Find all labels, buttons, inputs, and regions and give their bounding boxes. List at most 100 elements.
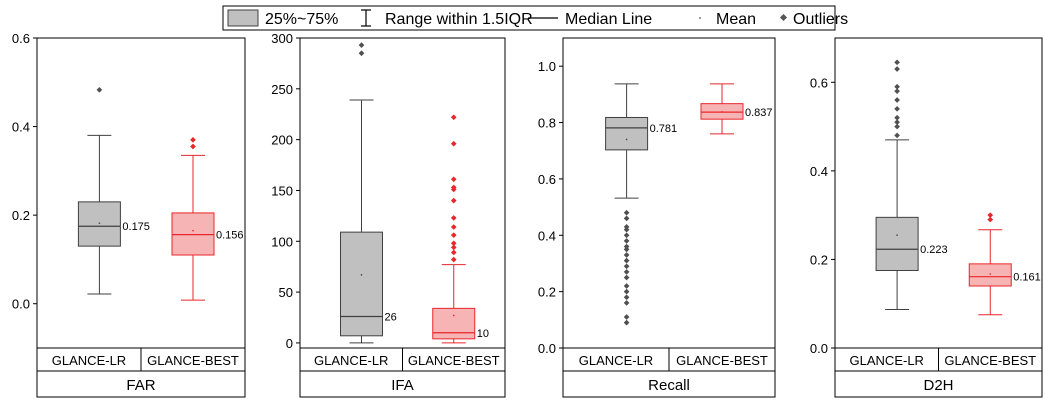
iqr-box — [875, 216, 919, 272]
mean-point — [360, 274, 363, 276]
y-tick-label: 0.6 — [538, 172, 556, 187]
y-tick-label: 150 — [271, 183, 293, 198]
mean-point — [989, 273, 992, 275]
y-tick-label: 200 — [271, 133, 293, 148]
y-tick-label: 0.6 — [810, 75, 828, 90]
mean-point — [896, 234, 898, 236]
legend-range-label: Range within 1.5IQR — [385, 11, 533, 28]
outlier-point — [623, 294, 630, 301]
outlier-point — [450, 232, 457, 239]
iqr-box — [340, 231, 383, 337]
y-tick-label: 0.6 — [12, 31, 30, 46]
legend-outlier-swatch — [779, 13, 788, 22]
metric-label: FAR — [126, 377, 155, 394]
box-glance-lr: 0.781 — [605, 83, 678, 326]
y-tick-label: 0.0 — [810, 341, 828, 356]
y-tick-label: 0.0 — [538, 341, 556, 356]
panel-frame — [562, 37, 776, 398]
mean-point — [98, 222, 101, 224]
outlier-point — [623, 263, 630, 270]
median-value-label: 0.781 — [650, 123, 678, 135]
box-glance-lr: 0.175 — [77, 86, 150, 295]
legend-mean-swatch — [699, 17, 701, 19]
legend-outliers-label: Outliers — [793, 11, 848, 28]
y-tick-label: 50 — [279, 285, 293, 300]
outlier-point — [623, 300, 630, 306]
legend-box-label: 25%~75% — [265, 11, 338, 28]
y-tick-label: 0.4 — [810, 164, 828, 179]
outlier-point — [450, 114, 457, 121]
outlier-point — [894, 123, 900, 130]
outlier-point — [450, 184, 457, 191]
outlier-point — [450, 256, 457, 263]
outlier-point — [190, 137, 196, 143]
outlier-point — [623, 232, 630, 239]
median-value-label: 0.175 — [122, 221, 150, 233]
panel-far: 0.0 0.2 0.4 0.6 GLANCE-LR GLANCE-BEST FAR 0.175… — [12, 31, 246, 398]
iqr-box — [968, 263, 1012, 287]
category-label: GLANCE-LR — [314, 353, 388, 368]
outlier-point — [894, 119, 900, 125]
panel-ifa: 0 50 100 150 200 250 300 GLANCE-LR GLANCE-BEST IF… — [271, 31, 506, 398]
outlier-point — [450, 240, 457, 247]
outlier-point — [450, 249, 457, 256]
median-value-label: 0.161 — [1013, 272, 1041, 284]
y-tick-label: 0 — [286, 336, 293, 351]
y-tick-label: 300 — [271, 31, 293, 46]
outlier-point — [450, 197, 457, 204]
iqr-box — [605, 116, 649, 151]
mean-point — [192, 229, 194, 232]
panel-d2h: 0.0 0.2 0.4 0.6 GLANCE-LR GLANCE-BEST D2H 0.223… — [810, 37, 1043, 398]
outlier-point — [623, 215, 630, 222]
box-glance-lr: 26 — [340, 42, 397, 344]
outlier-point — [894, 66, 900, 72]
box-glance-best: 0.837 — [700, 83, 773, 135]
outlier-point — [450, 244, 457, 251]
outlier-point — [894, 114, 900, 121]
y-tick-label: 250 — [271, 82, 293, 97]
outlier-point — [623, 288, 630, 295]
box-glance-best: 0.156 — [171, 137, 244, 301]
category-label: GLANCE-LR — [579, 353, 653, 368]
legend: 25%~75% Range within 1.5IQR Median Line … — [222, 5, 848, 31]
panel-frame — [36, 37, 246, 398]
mean-point — [721, 111, 723, 113]
outlier-point — [623, 269, 630, 275]
outlier-point — [987, 216, 994, 223]
iqr-box — [77, 201, 121, 247]
y-tick-label: 100 — [271, 234, 293, 249]
category-label: GLANCE-BEST — [408, 353, 500, 368]
outlier-point — [894, 97, 900, 103]
box-glance-best: 0.161 — [968, 212, 1041, 316]
legend-mean-label: Mean — [716, 11, 756, 28]
box-glance-lr: 0.223 — [875, 59, 948, 310]
metric-label: IFA — [391, 377, 414, 394]
outlier-point — [894, 59, 900, 66]
outlier-point — [623, 252, 630, 258]
outlier-point — [450, 224, 457, 230]
outlier-point — [96, 86, 103, 93]
outlier-point — [987, 212, 994, 218]
median-value-label: 26 — [385, 311, 397, 323]
outlier-point — [623, 238, 630, 244]
outlier-point — [894, 83, 900, 90]
mean-point — [452, 314, 455, 317]
outlier-point — [190, 143, 196, 150]
box-glance-best: 10 — [432, 114, 489, 344]
legend-median-label: Median Line — [565, 11, 652, 28]
category-label: GLANCE-BEST — [147, 353, 239, 368]
outlier-point — [623, 314, 630, 320]
outlier-point — [894, 88, 900, 94]
outlier-point — [894, 106, 900, 112]
outlier-point — [623, 223, 630, 230]
category-label: GLANCE-BEST — [944, 353, 1036, 368]
outlier-point — [623, 243, 630, 250]
category-label: GLANCE-LR — [850, 353, 924, 368]
median-value-label: 0.156 — [216, 230, 244, 242]
panel-frame — [299, 37, 506, 398]
y-tick-label: 0.0 — [12, 297, 30, 312]
outlier-point — [623, 319, 630, 326]
outlier-point — [358, 42, 365, 48]
panels: 0.0 0.2 0.4 0.6 GLANCE-LR GLANCE-BEST FAR 0.175… — [12, 31, 1043, 398]
